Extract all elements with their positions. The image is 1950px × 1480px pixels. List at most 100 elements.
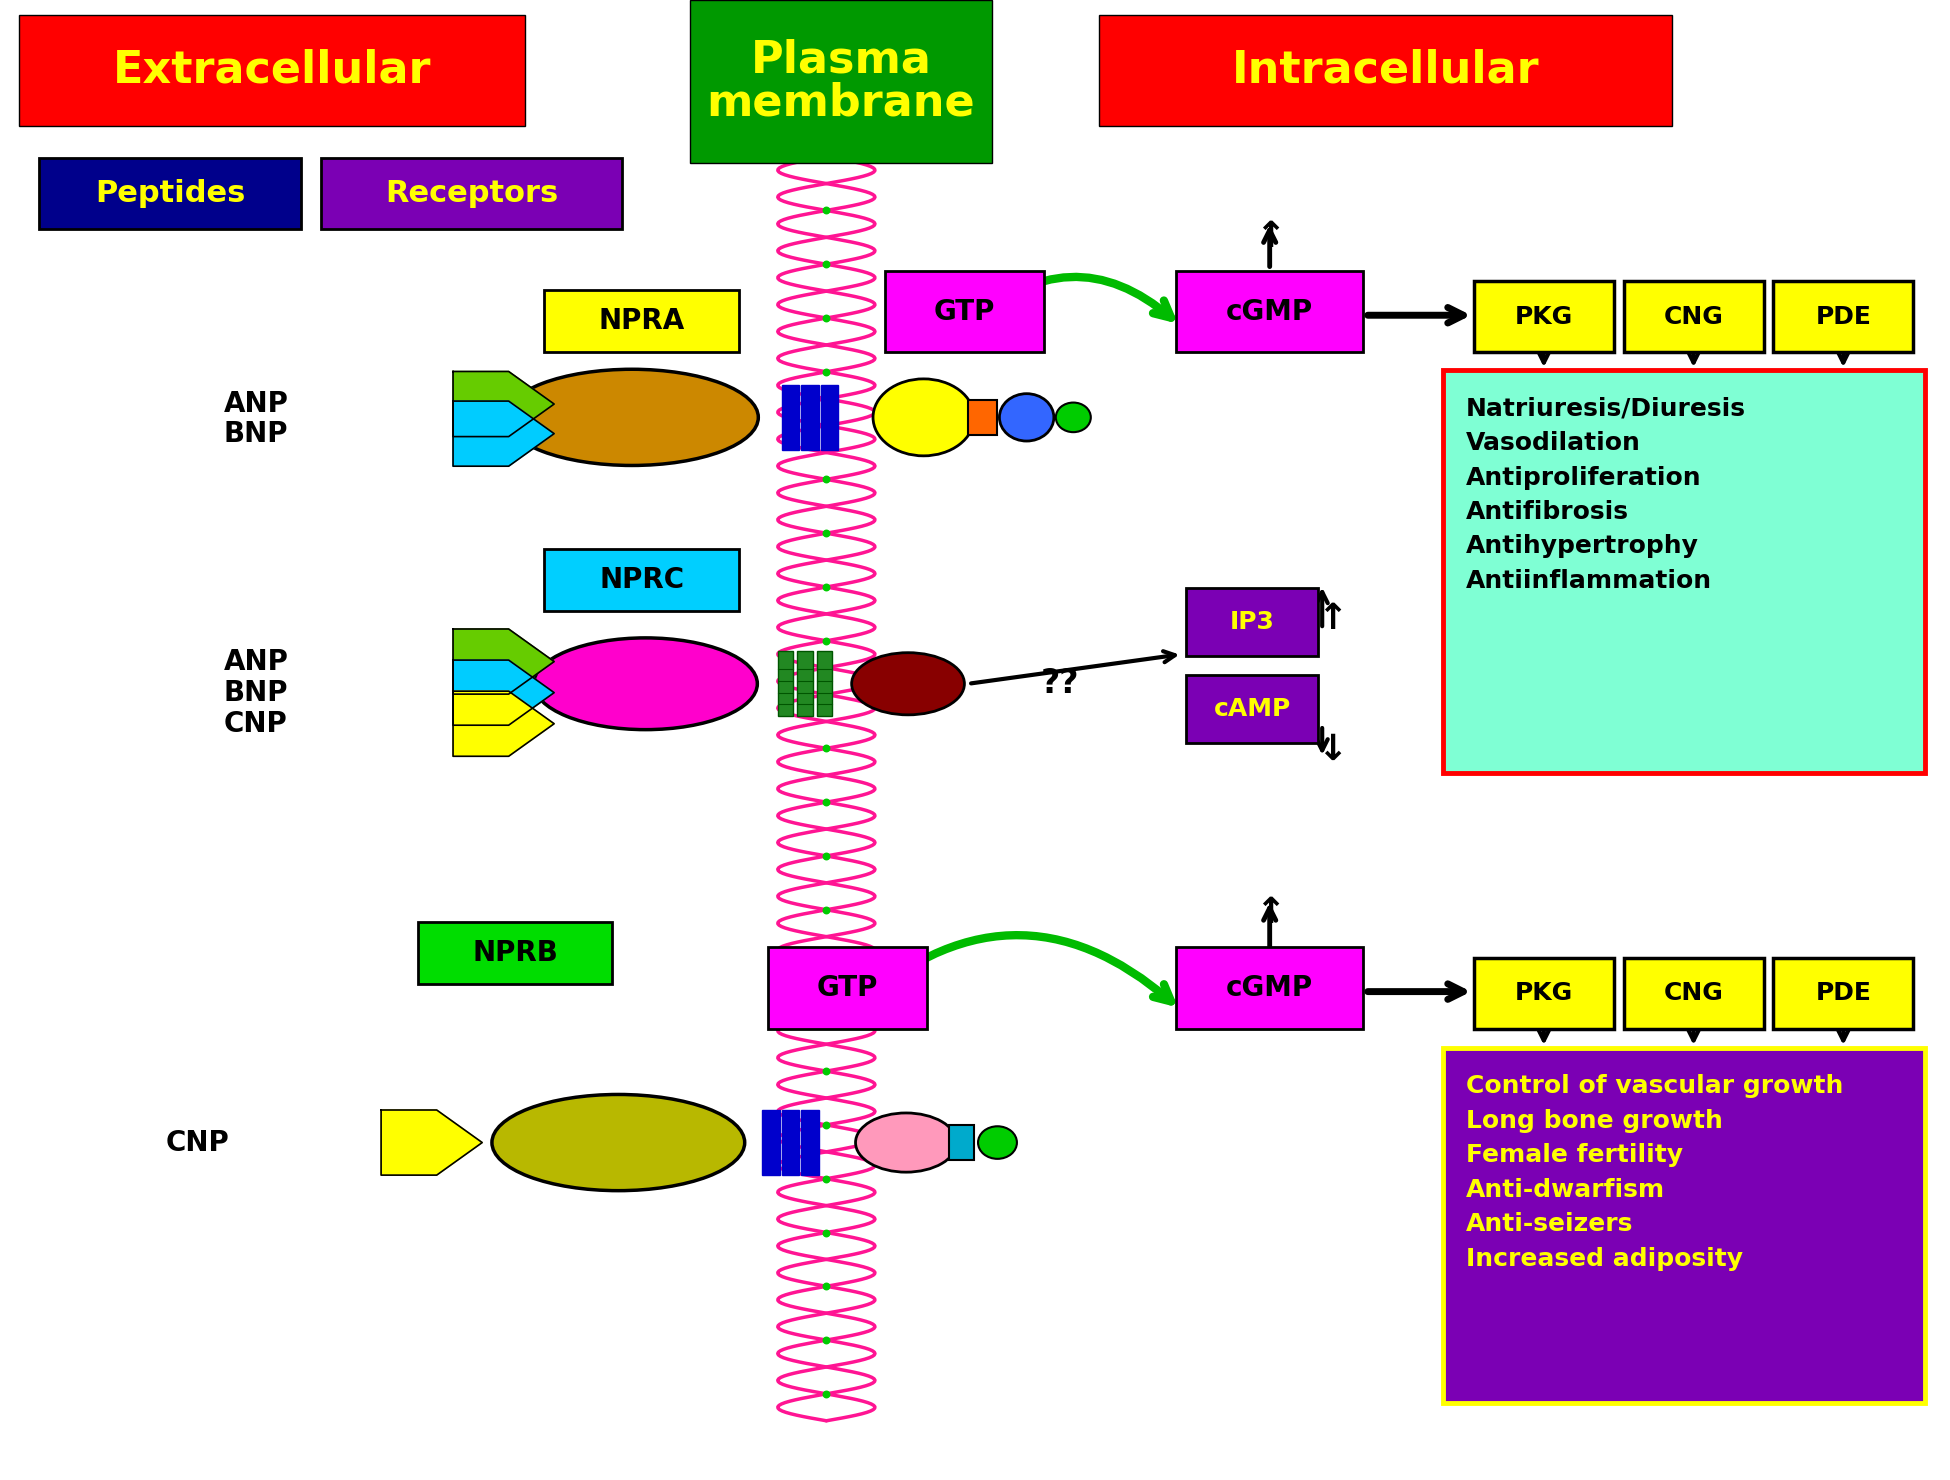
Point	[811, 1060, 842, 1083]
Ellipse shape	[874, 379, 975, 456]
Point	[811, 253, 842, 277]
FancyBboxPatch shape	[768, 947, 928, 1029]
Text: PKG: PKG	[1515, 981, 1574, 1005]
Text: ANP: ANP	[224, 648, 289, 675]
Point	[811, 844, 842, 867]
Polygon shape	[452, 371, 554, 437]
FancyBboxPatch shape	[1474, 958, 1615, 1029]
Ellipse shape	[856, 1113, 957, 1172]
Ellipse shape	[1000, 394, 1053, 441]
FancyBboxPatch shape	[690, 0, 993, 163]
Text: Peptides: Peptides	[96, 179, 246, 209]
Point	[811, 1274, 842, 1298]
FancyBboxPatch shape	[39, 158, 302, 229]
Ellipse shape	[1055, 403, 1090, 432]
FancyBboxPatch shape	[1176, 947, 1363, 1029]
Text: CNP: CNP	[224, 710, 287, 737]
FancyBboxPatch shape	[821, 385, 838, 450]
Polygon shape	[452, 660, 554, 725]
Text: Natriuresis/Diuresis
Vasodilation
Antiproliferation
Antifibrosis
Antihypertrophy: Natriuresis/Diuresis Vasodilation Antipr…	[1466, 397, 1745, 593]
Point	[811, 576, 842, 599]
Text: PDE: PDE	[1815, 305, 1872, 329]
FancyBboxPatch shape	[782, 1110, 800, 1175]
Text: GTP: GTP	[817, 974, 878, 1002]
Text: NPRC: NPRC	[599, 567, 684, 593]
Point	[811, 198, 842, 222]
Text: ??: ??	[1041, 667, 1078, 700]
Text: Control of vascular growth
Long bone growth
Female fertility
Anti-dwarfism
Anti-: Control of vascular growth Long bone gro…	[1466, 1074, 1843, 1271]
Text: ↓: ↓	[1316, 734, 1347, 767]
FancyBboxPatch shape	[1176, 271, 1363, 352]
FancyBboxPatch shape	[417, 922, 612, 984]
Text: CNP: CNP	[166, 1129, 228, 1156]
FancyBboxPatch shape	[1773, 281, 1913, 352]
Point	[811, 1005, 842, 1029]
FancyBboxPatch shape	[1443, 1048, 1925, 1403]
Text: cAMP: cAMP	[1213, 697, 1291, 721]
FancyBboxPatch shape	[544, 290, 739, 352]
Text: Receptors: Receptors	[384, 179, 558, 209]
FancyBboxPatch shape	[1624, 281, 1763, 352]
FancyBboxPatch shape	[762, 1110, 780, 1175]
Point	[811, 1328, 842, 1351]
Polygon shape	[380, 1110, 482, 1175]
Point	[811, 1166, 842, 1190]
Point	[811, 898, 842, 922]
Point	[811, 1221, 842, 1245]
FancyBboxPatch shape	[1443, 370, 1925, 773]
Text: GTP: GTP	[934, 297, 994, 326]
Text: BNP: BNP	[224, 420, 289, 447]
FancyBboxPatch shape	[817, 651, 833, 716]
Text: NPRB: NPRB	[472, 940, 558, 966]
Point	[811, 92, 842, 115]
FancyBboxPatch shape	[1624, 958, 1763, 1029]
Text: Extracellular: Extracellular	[113, 49, 431, 92]
Text: CNG: CNG	[1663, 981, 1724, 1005]
Point	[811, 1382, 842, 1406]
Point	[811, 360, 842, 383]
Text: ↑: ↑	[1254, 897, 1285, 929]
Text: Intracellular: Intracellular	[1232, 49, 1539, 92]
Point	[811, 952, 842, 975]
FancyBboxPatch shape	[1773, 958, 1913, 1029]
Point	[811, 145, 842, 169]
FancyBboxPatch shape	[801, 385, 819, 450]
Point	[811, 521, 842, 545]
Text: PKG: PKG	[1515, 305, 1574, 329]
FancyBboxPatch shape	[782, 385, 800, 450]
Text: ↑: ↑	[1254, 221, 1285, 253]
FancyBboxPatch shape	[885, 271, 1043, 352]
FancyBboxPatch shape	[322, 158, 622, 229]
FancyBboxPatch shape	[950, 1125, 975, 1160]
Text: CNG: CNG	[1663, 305, 1724, 329]
Ellipse shape	[852, 653, 965, 715]
Text: IP3: IP3	[1230, 610, 1275, 633]
Point	[811, 682, 842, 706]
Ellipse shape	[534, 638, 757, 730]
FancyBboxPatch shape	[798, 651, 813, 716]
FancyBboxPatch shape	[1098, 15, 1673, 126]
FancyBboxPatch shape	[801, 1110, 819, 1175]
Ellipse shape	[979, 1126, 1016, 1159]
Text: ↑: ↑	[1316, 602, 1347, 635]
Point	[811, 629, 842, 653]
FancyBboxPatch shape	[1186, 588, 1318, 656]
Text: NPRA: NPRA	[599, 308, 684, 334]
Text: ANP: ANP	[224, 391, 289, 417]
FancyBboxPatch shape	[778, 651, 794, 716]
Point	[811, 1113, 842, 1137]
FancyBboxPatch shape	[20, 15, 525, 126]
Text: cGMP: cGMP	[1227, 974, 1312, 1002]
Text: cGMP: cGMP	[1227, 297, 1312, 326]
Polygon shape	[452, 629, 554, 694]
Point	[811, 790, 842, 814]
FancyBboxPatch shape	[544, 549, 739, 611]
Text: BNP: BNP	[224, 679, 289, 706]
Ellipse shape	[505, 370, 759, 466]
Point	[811, 468, 842, 491]
Text: Plasma
membrane: Plasma membrane	[706, 38, 975, 124]
Point	[811, 414, 842, 438]
Text: PDE: PDE	[1815, 981, 1872, 1005]
FancyBboxPatch shape	[969, 400, 998, 435]
FancyBboxPatch shape	[1186, 675, 1318, 743]
